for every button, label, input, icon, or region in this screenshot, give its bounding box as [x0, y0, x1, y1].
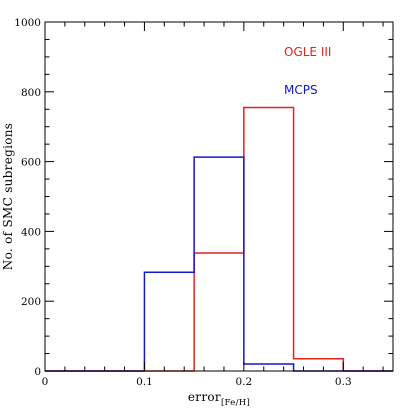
x-axis-title-subscript: [Fe/H]: [221, 398, 250, 408]
y-tick-label: 400: [21, 226, 41, 238]
y-tick-label: 200: [21, 296, 41, 308]
x-tick-label: 0.3: [335, 376, 352, 388]
x-axis-title-main: error: [188, 390, 221, 404]
plot-frame: [44, 21, 394, 372]
legend-label-ogle-iii: OGLE III: [284, 45, 331, 59]
x-tick-label: 0: [42, 376, 49, 388]
legend-label-mcps: MCPS: [284, 83, 318, 97]
y-tick-label: 1000: [14, 17, 41, 29]
x-tick-label: 0.1: [136, 376, 153, 388]
tick-label-layer: 0 0.1 0.2 0.3 0 200 400 600 800 1000: [14, 17, 351, 388]
legend: OGLE III MCPS: [284, 45, 331, 97]
y-tick-label: 800: [21, 87, 41, 99]
x-tick-label: 0.2: [236, 376, 253, 388]
series-line-ogle-iii: [45, 106, 393, 372]
series-layer: [45, 106, 393, 372]
y-tick-label: 0: [34, 366, 41, 378]
y-axis-title: No. of SMC subregions: [1, 123, 15, 270]
x-axis-title: error[Fe/H]: [188, 390, 250, 408]
tick-layer: [44, 21, 393, 372]
series-line-mcps: [45, 156, 393, 372]
y-tick-label: 600: [21, 157, 41, 169]
